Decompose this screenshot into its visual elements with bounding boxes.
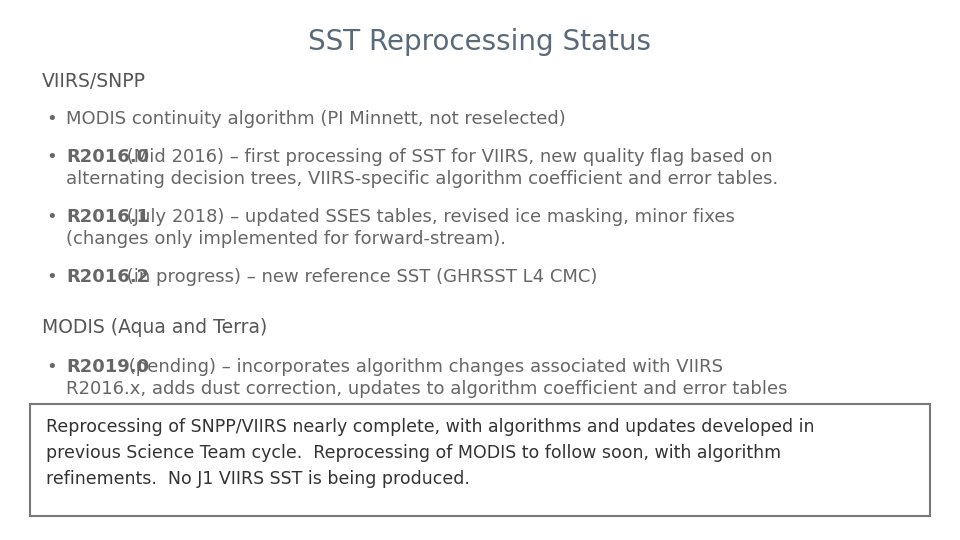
Text: MODIS (Aqua and Terra): MODIS (Aqua and Terra) (42, 318, 267, 337)
Text: •: • (47, 358, 58, 376)
Text: •: • (47, 148, 58, 166)
Text: R2016.x, adds dust correction, updates to algorithm coefficient and error tables: R2016.x, adds dust correction, updates t… (66, 380, 787, 398)
Text: refinements.  No J1 VIIRS SST is being produced.: refinements. No J1 VIIRS SST is being pr… (46, 470, 469, 488)
Text: R2016.1: R2016.1 (66, 208, 149, 226)
Text: (in progress) – new reference SST (GHRSST L4 CMC): (in progress) – new reference SST (GHRSS… (121, 268, 597, 286)
Text: R2016.0: R2016.0 (66, 148, 149, 166)
Text: •: • (47, 268, 58, 286)
Text: (July 2018) – updated SSES tables, revised ice masking, minor fixes: (July 2018) – updated SSES tables, revis… (121, 208, 734, 226)
Text: R2019.0: R2019.0 (66, 358, 149, 376)
Text: previous Science Team cycle.  Reprocessing of MODIS to follow soon, with algorit: previous Science Team cycle. Reprocessin… (46, 444, 781, 462)
Text: alternating decision trees, VIIRS-specific algorithm coefficient and error table: alternating decision trees, VIIRS-specif… (66, 170, 779, 188)
Text: (Mid 2016) – first processing of SST for VIIRS, new quality flag based on: (Mid 2016) – first processing of SST for… (121, 148, 773, 166)
Text: MODIS continuity algorithm (PI Minnett, not reselected): MODIS continuity algorithm (PI Minnett, … (66, 110, 565, 128)
Text: (pending) – incorporates algorithm changes associated with VIIRS: (pending) – incorporates algorithm chang… (123, 358, 723, 376)
Text: VIIRS/SNPP: VIIRS/SNPP (42, 72, 146, 91)
Text: •: • (47, 208, 58, 226)
Text: •: • (47, 110, 58, 128)
Text: Reprocessing of SNPP/VIIRS nearly complete, with algorithms and updates develope: Reprocessing of SNPP/VIIRS nearly comple… (46, 418, 814, 436)
Text: (changes only implemented for forward-stream).: (changes only implemented for forward-st… (66, 230, 506, 248)
Text: SST Reprocessing Status: SST Reprocessing Status (308, 28, 652, 56)
Text: R2016.2: R2016.2 (66, 268, 149, 286)
